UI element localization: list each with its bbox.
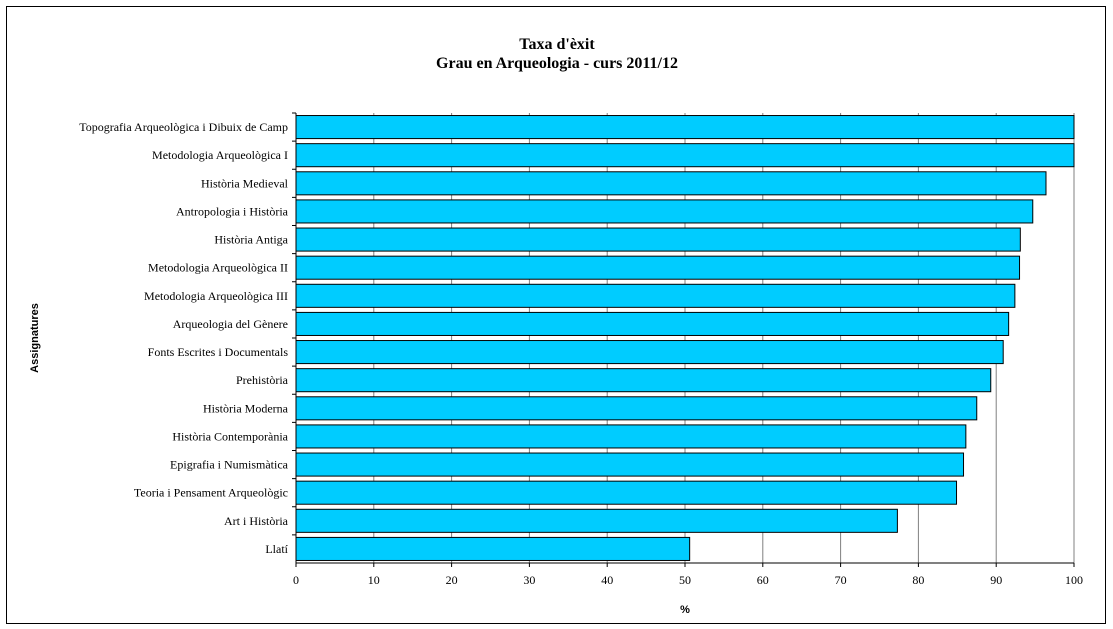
bar	[295, 255, 1021, 280]
category-label: Història Medieval	[201, 176, 289, 190]
category-label: Arqueologia del Gènere	[173, 317, 288, 331]
x-tick-label: 20	[446, 573, 458, 587]
x-axis-label: %	[680, 604, 690, 616]
category-labels: Topografia Arqueològica i Dibuix de Camp…	[79, 112, 296, 556]
category-label: Metodologia Arqueològica I	[152, 148, 288, 162]
bar	[295, 480, 958, 505]
x-tick-label: 10	[368, 573, 380, 587]
chart-title: Taxa d'èxit	[519, 36, 595, 53]
bar	[295, 115, 1075, 140]
bar	[295, 227, 1021, 252]
x-tick-label: 50	[679, 573, 691, 587]
bars	[295, 115, 1075, 561]
category-label: Teoria i Pensament Arqueològic	[134, 486, 288, 500]
category-label: Fonts Escrites i Documentals	[148, 345, 289, 359]
category-label: Antropologia i Història	[176, 204, 289, 218]
category-label: Metodologia Arqueològica II	[148, 261, 288, 275]
category-label: Història Moderna	[203, 401, 289, 415]
bar	[295, 368, 992, 393]
bar	[295, 536, 691, 561]
x-tick-label: 60	[757, 573, 769, 587]
category-label: Llatí	[265, 542, 288, 556]
category-label: Epigrafia i Numismàtica	[170, 458, 289, 472]
category-label: Metodologia Arqueològica III	[144, 289, 288, 303]
chart-subtitle: Grau en Arqueologia - curs 2011/12	[436, 55, 678, 72]
bar	[295, 311, 1010, 336]
bar	[295, 508, 898, 533]
x-tick-label: 40	[601, 573, 613, 587]
bar	[295, 283, 1016, 308]
bar	[295, 396, 978, 421]
x-tick-label: 0	[293, 573, 299, 587]
bar	[295, 171, 1047, 196]
bar	[295, 199, 1034, 224]
x-tick-label: 100	[1065, 573, 1083, 587]
bar	[295, 143, 1075, 168]
y-axis-label: Assignatures	[29, 303, 41, 373]
category-label: Història Contemporània	[172, 429, 288, 443]
x-tick-labels: 0 10 20 30 40 50 60 70 80 90 100	[293, 563, 1083, 587]
x-tick-label: 80	[912, 573, 924, 587]
bar	[295, 452, 965, 477]
category-label: Història Antiga	[214, 233, 288, 247]
x-tick-label: 90	[990, 573, 1002, 587]
bar	[295, 340, 1004, 365]
category-label: Art i Història	[224, 514, 289, 528]
category-label: Topografia Arqueològica i Dibuix de Camp	[79, 120, 288, 134]
category-label: Prehistòria	[236, 373, 289, 387]
x-tick-label: 30	[523, 573, 535, 587]
bar	[295, 424, 967, 449]
x-tick-label: 70	[835, 573, 847, 587]
